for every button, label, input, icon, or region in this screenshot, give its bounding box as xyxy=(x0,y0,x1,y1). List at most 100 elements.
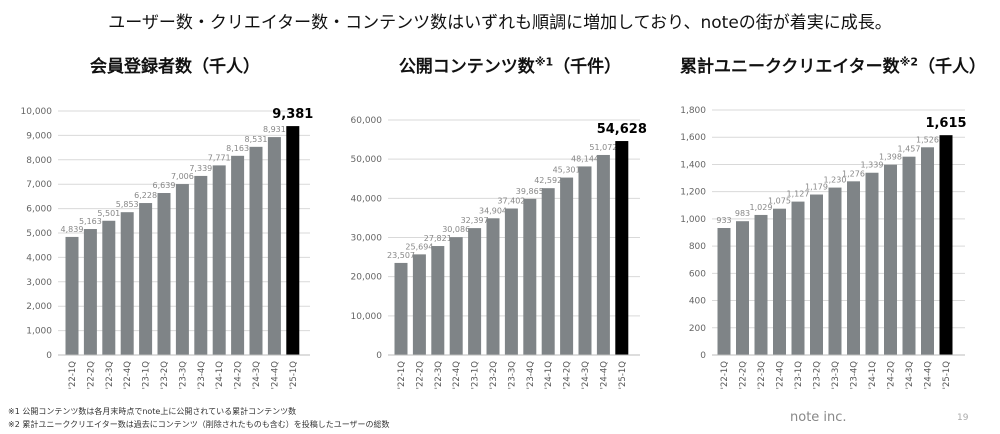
creators-bar xyxy=(921,147,934,355)
footnote-1: ※1 公開コンテンツ数は各月末時点でnote上に公開されている累計コンテンツ数 xyxy=(8,407,297,416)
chart-title-creators-sup: ※2 xyxy=(899,55,918,69)
members-data-label: 7,339 xyxy=(189,164,212,173)
members-ytick-label: 10,000 xyxy=(21,107,53,117)
creators-xtick-label: '22-3Q xyxy=(757,361,767,390)
creators-bar xyxy=(939,135,953,355)
members-xtick-label: '22-4Q xyxy=(123,361,133,390)
members-bar xyxy=(83,229,97,355)
chart-title-members-unit: （千人） xyxy=(192,57,260,77)
creators-ytick-label: 1,600 xyxy=(680,133,706,143)
chart-title-creators-unit: （千人） xyxy=(918,57,986,77)
creators-ytick-label: 600 xyxy=(689,269,706,279)
creators-data-label: 1,230 xyxy=(824,176,847,185)
contents-xtick-label: '24-1Q xyxy=(544,361,554,390)
contents-ytick-label: 40,000 xyxy=(351,194,383,204)
contents-data-label: 23,507 xyxy=(387,251,415,260)
members-xtick-label: '24-1Q xyxy=(215,361,225,390)
contents-bar xyxy=(560,177,574,355)
chart-title-creators-main: 累計ユニーククリエイター数 xyxy=(680,57,900,77)
contents-data-label: 39,865 xyxy=(516,187,544,196)
members-bar xyxy=(157,193,171,355)
chart-title-contents-unit: （千件） xyxy=(553,57,622,77)
members-xtick-label: '23-1Q xyxy=(142,361,152,390)
creators-ytick-label: 1,000 xyxy=(680,215,706,225)
creators-bar xyxy=(847,181,860,355)
creators-data-label: 1,127 xyxy=(787,190,810,199)
members-ytick-label: 1,000 xyxy=(26,327,52,337)
creators-xtick-label: '24-1Q xyxy=(868,361,878,390)
creators-bar xyxy=(773,208,786,355)
contents-bar xyxy=(449,237,463,355)
creators-xtick-label: '24-4Q xyxy=(924,361,934,390)
members-xtick-label: '23-3Q xyxy=(178,361,188,390)
creators-data-label: 1,457 xyxy=(898,145,921,154)
members-xtick-label: '22-1Q xyxy=(68,361,78,390)
contents-data-label: 27,821 xyxy=(424,234,452,243)
contents-bar xyxy=(504,208,518,355)
creators-ytick-label: 1,400 xyxy=(680,160,706,170)
contents-xtick-label: '22-1Q xyxy=(397,361,407,390)
members-data-label: 8,531 xyxy=(245,135,268,144)
members-xtick-label: '25-1Q xyxy=(289,361,299,390)
creators-bar xyxy=(865,172,879,355)
contents-xtick-label: '24-4Q xyxy=(599,361,609,390)
contents-ytick-label: 20,000 xyxy=(351,273,383,283)
members-ytick-label: 6,000 xyxy=(26,205,52,215)
creators-data-label: 1,615 xyxy=(925,116,966,131)
creators-ytick-label: 800 xyxy=(689,242,706,252)
creators-data-label: 1,075 xyxy=(768,197,791,206)
contents-ytick-label: 60,000 xyxy=(351,116,383,126)
members-ytick-label: 8,000 xyxy=(26,156,52,166)
members-data-label: 7,771 xyxy=(208,153,231,162)
creators-bar xyxy=(902,156,916,355)
members-data-label: 8,931 xyxy=(263,125,286,134)
contents-bar xyxy=(578,166,592,355)
contents-data-label: 34,904 xyxy=(479,206,507,215)
contents-bar xyxy=(486,218,500,355)
creators-xtick-label: '22-2Q xyxy=(739,361,749,390)
contents-xtick-label: '23-3Q xyxy=(507,361,517,390)
creators-bar xyxy=(736,221,749,355)
members-data-label: 8,163 xyxy=(226,144,249,153)
contents-ytick-label: 30,000 xyxy=(351,234,383,244)
contents-xtick-label: '22-3Q xyxy=(434,361,444,390)
contents-xtick-label: '23-1Q xyxy=(471,361,481,390)
creators-xtick-label: '23-2Q xyxy=(813,361,823,390)
contents-xtick-label: '24-3Q xyxy=(581,361,591,390)
contents-xtick-label: '25-1Q xyxy=(618,361,628,390)
creators-ytick-label: 1,200 xyxy=(680,188,706,198)
creators-xtick-label: '22-1Q xyxy=(720,361,730,390)
creators-ytick-label: 400 xyxy=(689,297,706,307)
creators-bar xyxy=(754,214,768,355)
creators-xtick-label: '24-2Q xyxy=(887,361,897,390)
members-ytick-label: 9,000 xyxy=(26,131,52,141)
contents-bar xyxy=(412,254,426,355)
contents-data-label: 37,402 xyxy=(497,197,525,206)
members-xtick-label: '24-3Q xyxy=(252,361,262,390)
creators-data-label: 983 xyxy=(735,209,750,218)
members-bar xyxy=(231,155,245,355)
chart-title-members: 会員登録者数（千人） xyxy=(40,52,310,77)
contents-data-label: 51,072 xyxy=(589,143,617,152)
members-bar xyxy=(249,146,263,355)
creators-ytick-label: 1,800 xyxy=(680,106,706,116)
members-bar xyxy=(65,236,79,355)
members-ytick-label: 4,000 xyxy=(26,253,52,263)
members-data-label: 4,839 xyxy=(61,225,84,234)
members-data-label: 6,639 xyxy=(153,181,176,190)
creators-xtick-label: '23-3Q xyxy=(831,361,841,390)
contents-data-label: 25,694 xyxy=(405,242,433,251)
members-xtick-label: '22-3Q xyxy=(105,361,115,390)
members-xtick-label: '23-4Q xyxy=(197,361,207,390)
creators-data-label: 933 xyxy=(716,216,731,225)
members-bar xyxy=(102,220,116,355)
chart-title-members-main: 会員登録者数 xyxy=(90,57,192,77)
footnote-2: ※2 累計ユニーククリエイター数は過去にコンテンツ（削除されたものも含む）を投稿… xyxy=(8,420,390,429)
creators-data-label: 1,526 xyxy=(916,135,939,144)
contents-bar xyxy=(468,228,482,355)
creators-data-label: 1,276 xyxy=(842,169,865,178)
contents-xtick-label: '22-2Q xyxy=(415,361,425,390)
contents-data-label: 45,301 xyxy=(553,166,581,175)
members-data-label: 7,006 xyxy=(171,172,194,181)
